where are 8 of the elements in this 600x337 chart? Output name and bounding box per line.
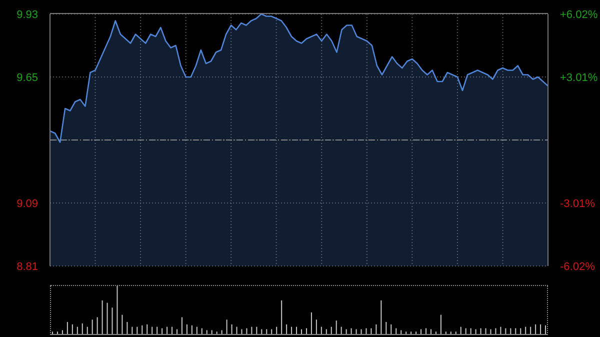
y-tick-label: 9.65 xyxy=(16,72,38,84)
y2-tick-label: +3.01% xyxy=(560,72,598,84)
y2-tick-label: +6.02% xyxy=(560,9,598,21)
y2-tick-label: -3.01% xyxy=(560,198,596,210)
y-tick-label: 9.93 xyxy=(16,9,38,21)
y2-tick-label: -6.02% xyxy=(560,261,596,273)
y-tick-label: 8.81 xyxy=(16,261,38,273)
y-tick-label: 9.09 xyxy=(16,198,38,210)
